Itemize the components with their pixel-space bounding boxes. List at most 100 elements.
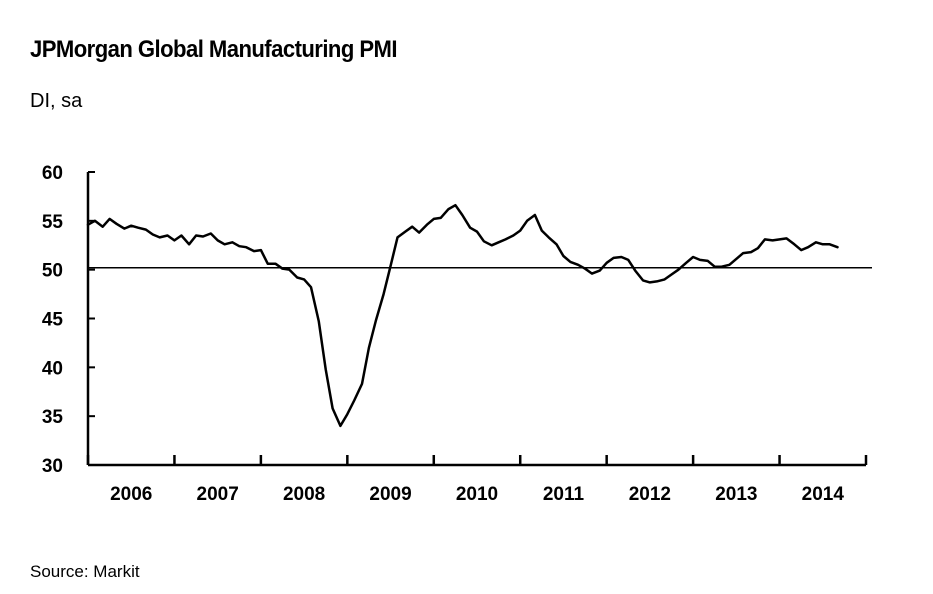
source-note: Source: Markit (30, 562, 140, 581)
data-point (526, 220, 528, 222)
data-point (821, 243, 824, 246)
data-point (547, 236, 550, 239)
data-point (598, 269, 601, 272)
tick-label-group: 30 35 40 45 50 55 60 2006 2007 2008 2009 2010 2011 20… (42, 163, 844, 505)
x-tick-label: 2011 (543, 484, 585, 505)
data-point (771, 239, 774, 242)
data-point (115, 222, 118, 225)
data-point (605, 262, 608, 264)
series-line-pmi (86, 203, 839, 428)
data-point (584, 267, 586, 270)
data-point (296, 276, 298, 279)
y-tick-label: 60 (42, 163, 63, 184)
data-point (800, 249, 802, 251)
data-point (274, 263, 277, 265)
x-tick-label: 2012 (629, 484, 671, 505)
data-point (461, 214, 464, 216)
data-point (519, 229, 522, 232)
data-point (512, 234, 515, 237)
data-point (483, 240, 485, 243)
data-point (447, 208, 450, 210)
data-point (318, 320, 320, 323)
data-point (828, 243, 831, 246)
data-point (180, 234, 183, 237)
y-tick-label: 35 (42, 407, 64, 428)
data-point (649, 281, 651, 284)
series-group (86, 203, 839, 428)
data-point (642, 279, 644, 282)
data-point (389, 264, 392, 267)
y-tick-label: 30 (42, 456, 63, 477)
y-tick-label: 40 (42, 358, 63, 379)
data-point (288, 268, 291, 271)
data-point (454, 204, 457, 207)
data-point (591, 272, 593, 275)
data-point (231, 241, 234, 244)
data-point (346, 413, 349, 416)
data-point (152, 233, 154, 236)
data-point (612, 257, 615, 259)
data-point (663, 278, 666, 281)
data-point (497, 241, 500, 244)
data-point (713, 265, 716, 268)
data-point (685, 262, 687, 264)
y-tick-label: 55 (42, 212, 64, 233)
data-point (145, 228, 147, 231)
data-point (634, 269, 636, 272)
data-point (339, 425, 342, 427)
data-point (245, 246, 247, 249)
data-point (742, 252, 745, 254)
data-point (426, 223, 428, 226)
x-tick-label: 2007 (197, 484, 239, 505)
data-point (476, 230, 478, 233)
data-point (267, 263, 269, 265)
data-point (101, 225, 104, 228)
x-tick-label: 2010 (456, 484, 498, 505)
data-point (353, 399, 356, 402)
data-point (137, 226, 139, 229)
data-point (216, 239, 219, 242)
x-tick-label: 2013 (715, 484, 757, 505)
data-point (310, 286, 312, 289)
data-point (764, 238, 766, 241)
y-tick-label: 50 (42, 261, 63, 282)
data-point (253, 250, 255, 252)
y-tick-label: 45 (42, 310, 64, 331)
data-point (815, 241, 817, 244)
data-point (757, 247, 759, 249)
data-point (223, 243, 226, 246)
data-point (707, 260, 709, 262)
data-point (209, 232, 212, 235)
data-point (158, 236, 161, 239)
data-point (432, 218, 435, 220)
data-point (692, 256, 694, 258)
x-tick-label: 2008 (283, 484, 325, 505)
data-point (836, 246, 839, 249)
data-point (555, 243, 558, 246)
data-point (627, 259, 630, 261)
x-tick-label: 2006 (110, 484, 152, 505)
data-point (469, 226, 471, 229)
data-point (656, 280, 658, 283)
data-point (562, 255, 565, 257)
data-point (699, 259, 701, 261)
data-point (260, 249, 262, 251)
data-point (411, 225, 413, 228)
data-point (490, 244, 493, 247)
data-point (331, 407, 334, 410)
chart-title: JPMorgan Global Manufacturing PMI (30, 36, 398, 63)
data-point (620, 256, 623, 258)
data-point (778, 238, 781, 241)
x-tick-label: 2009 (369, 484, 411, 505)
data-point (577, 263, 579, 266)
data-point (195, 234, 197, 237)
x-tick-label: 2014 (802, 484, 845, 505)
data-point (123, 227, 126, 230)
data-point (541, 229, 543, 232)
data-point (404, 230, 407, 233)
data-point (281, 267, 284, 270)
data-point (130, 224, 133, 227)
data-point (375, 319, 377, 322)
data-point (87, 223, 89, 226)
